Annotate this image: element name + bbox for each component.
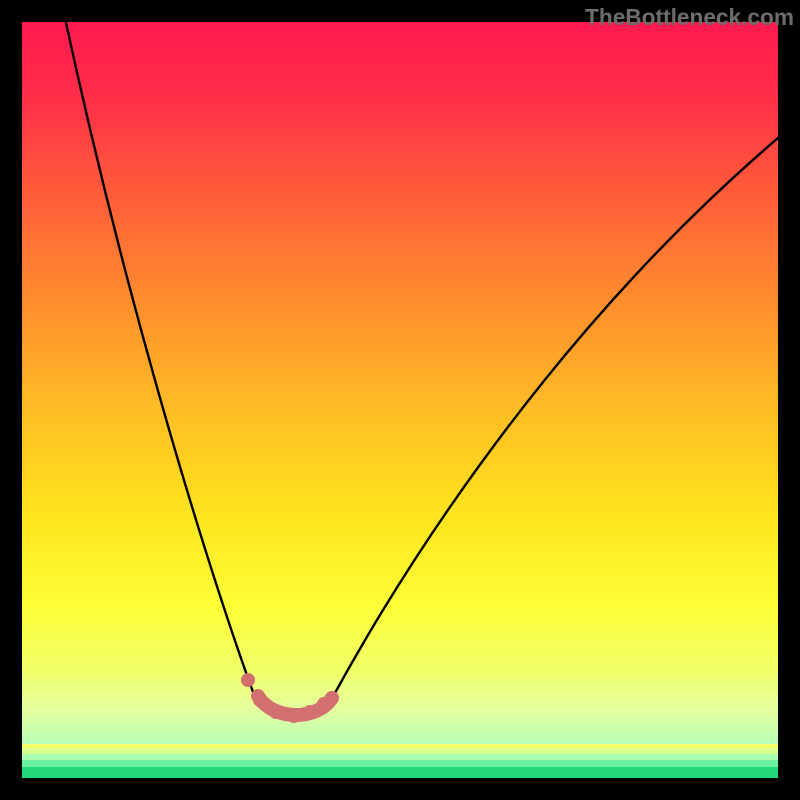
stage: TheBottleneck.com [0, 0, 800, 800]
watermark-text: TheBottleneck.com [585, 4, 794, 31]
bottleneck-chart [0, 0, 800, 800]
